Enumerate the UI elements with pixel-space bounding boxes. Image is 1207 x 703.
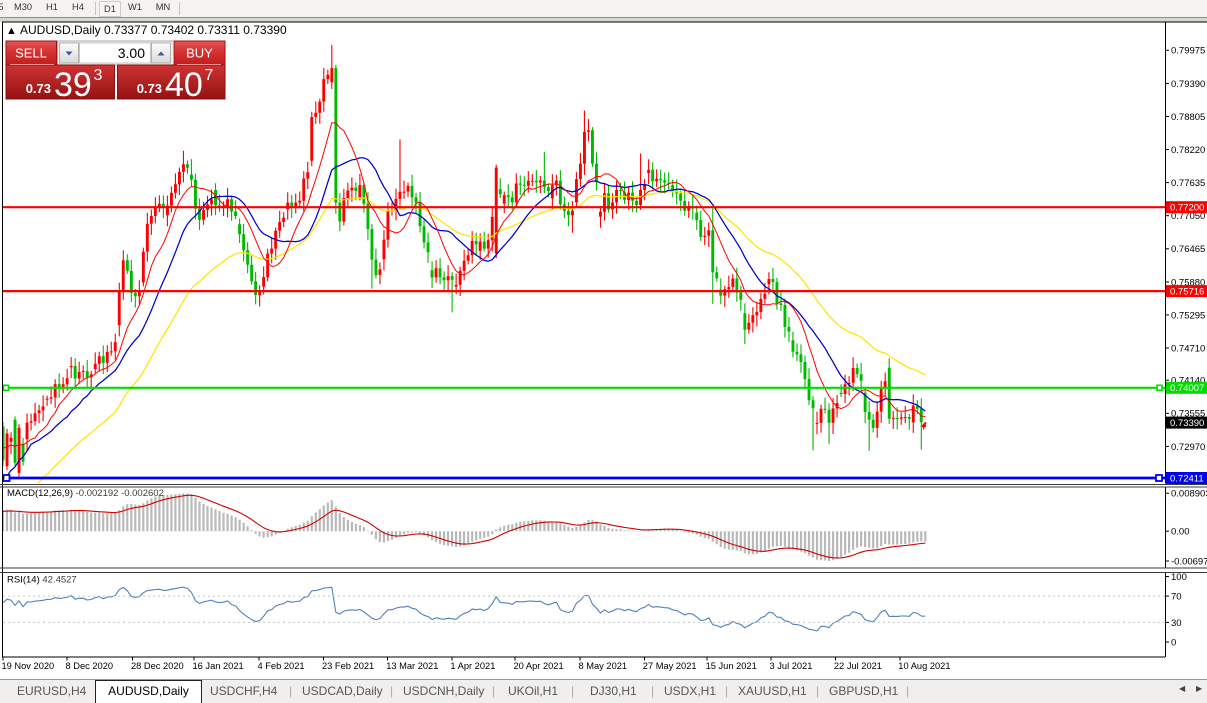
svg-text:0.75295: 0.75295 [1171,310,1205,321]
svg-text:23 Feb 2021: 23 Feb 2021 [322,661,374,671]
svg-text:8 May 2021: 8 May 2021 [579,661,628,671]
svg-text:3 Jul 2021: 3 Jul 2021 [770,661,813,671]
svg-text:0.73: 0.73 [26,81,51,96]
svg-text:0.74007: 0.74007 [1170,383,1204,394]
svg-text:0.008903: 0.008903 [1171,489,1207,500]
svg-text:0.77635: 0.77635 [1171,178,1205,189]
svg-text:RSI(14) 42.4527: RSI(14) 42.4527 [7,575,77,586]
svg-text:19 Nov 2020: 19 Nov 2020 [2,661,55,671]
svg-text:0.73555: 0.73555 [1171,409,1205,420]
svg-text:0.73390: 0.73390 [1170,418,1204,429]
svg-text:0.74140: 0.74140 [1171,376,1205,387]
svg-text:27 May 2021: 27 May 2021 [643,661,697,671]
svg-text:22 Jul 2021: 22 Jul 2021 [834,661,882,671]
svg-text:AUDUSD,Daily 0.73377 0.73402: AUDUSD,Daily 0.73377 0.73402 0.73311 0.7… [20,23,287,37]
svg-text:16 Jan 2021: 16 Jan 2021 [193,661,244,671]
svg-text:0.76465: 0.76465 [1171,244,1205,255]
svg-text:-0.006977: -0.006977 [1171,556,1207,567]
svg-text:0.00: 0.00 [1171,527,1190,538]
svg-text:39: 39 [54,66,92,104]
svg-text:7: 7 [205,67,214,84]
svg-text:0.74710: 0.74710 [1171,343,1205,354]
svg-text:0.77050: 0.77050 [1171,211,1205,222]
svg-text:8 Dec 2020: 8 Dec 2020 [66,661,114,671]
svg-text:30: 30 [1171,618,1182,629]
svg-text:0.78805: 0.78805 [1171,112,1205,123]
svg-text:0.77200: 0.77200 [1170,203,1204,214]
svg-text:3: 3 [94,67,103,84]
svg-text:10 Aug 2021: 10 Aug 2021 [898,661,950,671]
svg-text:4 Feb 2021: 4 Feb 2021 [258,661,305,671]
svg-text:3.00: 3.00 [118,45,145,61]
svg-text:BUY: BUY [186,46,213,61]
svg-text:1 Apr 2021: 1 Apr 2021 [450,661,495,671]
svg-text:100: 100 [1171,572,1187,583]
svg-text:0.72970: 0.72970 [1171,442,1205,453]
svg-text:40: 40 [165,66,203,104]
svg-text:28 Dec 2020: 28 Dec 2020 [131,661,184,671]
svg-text:0.79975: 0.79975 [1171,46,1205,57]
svg-text:▲: ▲ [6,25,17,37]
svg-text:MACD(12,26,9) -0.002192 -0.002: MACD(12,26,9) -0.002192 -0.002602 [7,488,164,499]
svg-text:13 Mar 2021: 13 Mar 2021 [386,661,438,671]
svg-text:0.75716: 0.75716 [1170,287,1204,298]
svg-text:20 Apr 2021: 20 Apr 2021 [514,661,564,671]
svg-text:0.75880: 0.75880 [1171,277,1205,288]
svg-text:0.78220: 0.78220 [1171,145,1205,156]
svg-text:0.79390: 0.79390 [1171,79,1205,90]
svg-text:0.73: 0.73 [137,81,162,96]
svg-text:70: 70 [1171,592,1182,603]
svg-text:SELL: SELL [15,46,47,61]
svg-text:0.72411: 0.72411 [1170,473,1204,484]
svg-text:15 Jun 2021: 15 Jun 2021 [706,661,757,671]
svg-text:0: 0 [1171,637,1176,648]
